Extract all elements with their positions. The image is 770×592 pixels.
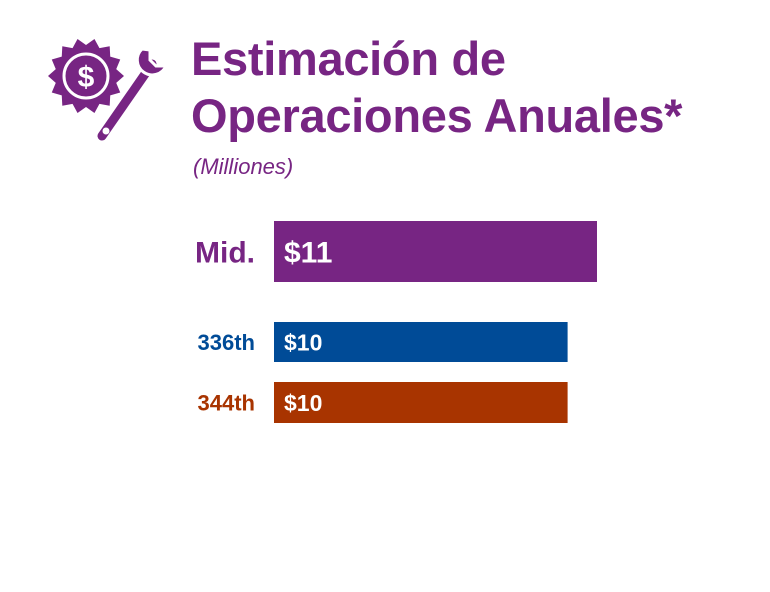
wrench-icon xyxy=(94,47,169,144)
title-line-1: Estimación de xyxy=(191,32,506,85)
chart-subtitle: (Milliones) xyxy=(193,154,294,179)
category-label-336th: 336th xyxy=(198,330,255,355)
category-label-344th: 344th xyxy=(198,390,255,415)
bar-mid xyxy=(274,221,597,282)
coin-icon xyxy=(62,52,110,100)
dollar-gear-wrench-icon: $ xyxy=(48,38,169,144)
value-label-336th: $10 xyxy=(284,329,322,355)
bar-344th xyxy=(274,382,568,423)
dollar-sign-icon: $ xyxy=(78,61,95,94)
value-label-344th: $10 xyxy=(284,390,322,416)
chart-title: Estimación de Operaciones Anuales* xyxy=(191,30,682,144)
value-label-mid: $11 xyxy=(284,236,332,269)
bar-336th xyxy=(274,322,568,362)
gear-icon xyxy=(48,38,124,114)
gear-body xyxy=(48,38,124,114)
category-label-mid: Mid. xyxy=(195,236,255,269)
title-line-2: Operaciones Anuales* xyxy=(191,89,683,142)
